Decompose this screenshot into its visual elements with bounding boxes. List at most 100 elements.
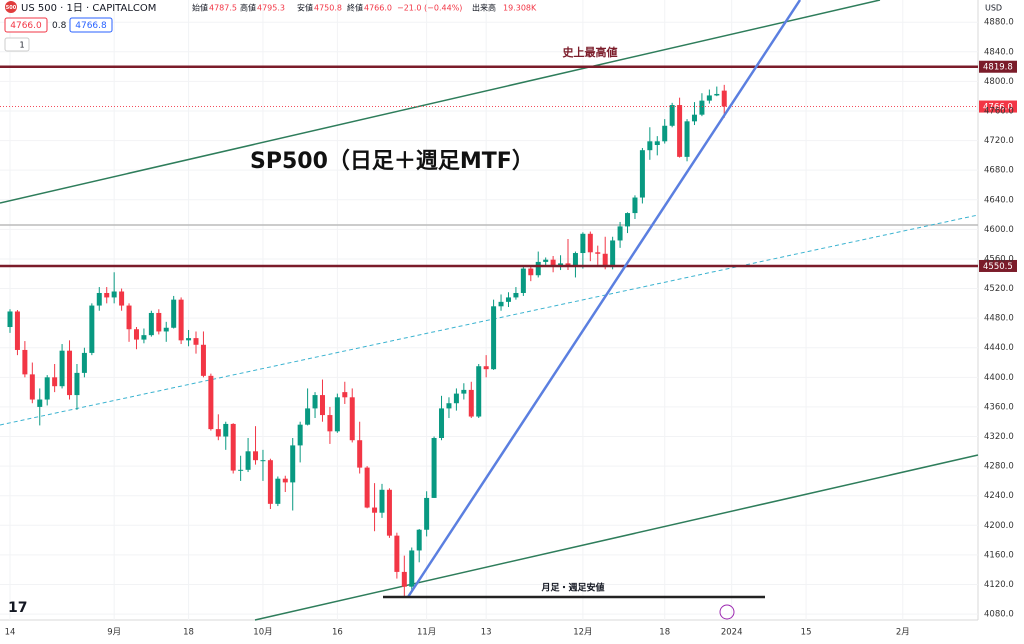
y-tick-label: 4520.0 [984,284,1014,294]
candle-body [625,213,631,227]
candle-body [543,259,549,262]
candle-body [677,105,683,157]
candle-body [662,125,668,142]
candle-body [409,550,415,587]
x-tick-label: 10月 [253,628,272,638]
candle-body [104,292,110,298]
label: 終値 [347,3,363,13]
x-tick-label: 12月 [573,628,592,638]
price-tag [979,100,1017,113]
y-tick-label: 4880.0 [984,18,1014,28]
candle-body [550,259,556,267]
candle-body [44,377,50,400]
candle-body [327,415,333,432]
candle-body [230,423,236,471]
candle-body [334,397,340,432]
ask-box[interactable] [69,17,113,33]
candle-body [439,408,445,438]
candle-body [431,437,437,498]
event-icon[interactable] [719,604,735,620]
candle-body [245,451,251,470]
label: 始値 [192,3,208,13]
candle-body [684,121,690,157]
candle-body [260,460,266,462]
candle-body [639,150,645,198]
y-tick-label: 4840.0 [984,47,1014,57]
candle-body [372,507,378,513]
candle-body [491,306,497,370]
candle-body [267,460,273,504]
candle-body [186,338,192,341]
candle-body [453,393,459,404]
candle-body [96,292,102,306]
candle-body [171,299,177,328]
candle-body [238,469,244,471]
price-tag-label: 4819.8 [983,63,1013,73]
candle-body [468,389,474,417]
candle-body [587,233,593,253]
y-tick-label: 4800.0 [984,77,1014,87]
candle-body [349,397,355,441]
collapse-label: 1 [19,41,24,50]
candle-body [193,338,199,345]
x-tick-label: 18 [183,628,194,638]
value: 4766.0 [364,4,392,13]
x-tick-label: 13 [481,628,492,638]
y-tick-label: 4600.0 [984,225,1014,235]
candle-body [446,403,452,409]
chart-title: SP500（日足＋週足MTF） [250,149,534,174]
candle-body [669,105,675,126]
candle-body [483,366,489,370]
candle-body [29,374,35,400]
candle-body [699,100,705,115]
y-tick-label: 4320.0 [984,432,1014,442]
y-tick-label: 4560.0 [984,254,1014,264]
tv-logo: 𝟭𝟳 [8,600,27,616]
candle-body [691,114,697,122]
candle-body [632,197,638,214]
bid-box[interactable] [4,17,48,33]
candle-body [424,497,430,530]
candle-body [312,395,318,409]
candle-body [394,535,400,572]
value: 4787.5 [209,4,237,13]
channel-line [0,0,881,204]
candle-body [126,305,132,330]
x-tick-label: 14 [5,628,16,638]
candle-body [89,305,95,353]
currency[interactable]: USD [985,4,1002,13]
candle-body [178,299,184,341]
candle-body [59,350,65,387]
price-tag-label: 4550.5 [983,262,1013,272]
candle-body [513,292,519,298]
candle-body [401,571,407,587]
candle-body [7,311,13,328]
candle-body [156,312,162,332]
candle-body [141,335,147,340]
x-tick-label: 2024 [721,628,743,638]
y-tick-label: 4760.0 [984,106,1014,116]
value: 4795.3 [257,4,285,13]
candle-body [275,478,281,504]
candle-body [647,141,653,151]
candle-body [14,311,20,350]
candle-body [37,399,43,407]
x-tick-label: 18 [659,628,670,638]
candle-body [572,253,578,267]
candle-body [200,344,206,376]
bid: 4766.0 [10,21,42,31]
y-tick-label: 4480.0 [984,314,1014,324]
y-tick-label: 4240.0 [984,491,1014,501]
collapse-button[interactable] [4,37,30,52]
candle-body [297,424,303,446]
candle-body [386,489,392,536]
label: 安値 [297,3,313,13]
y-tick-label: 4720.0 [984,136,1014,146]
annotation: 月足・週足安値 [540,582,604,594]
price-tag-label: 4766.0 [983,103,1013,113]
y-tick-label: 4200.0 [984,521,1014,531]
candle-body [379,489,385,513]
candle-body [520,268,526,293]
candle-body [461,389,467,394]
